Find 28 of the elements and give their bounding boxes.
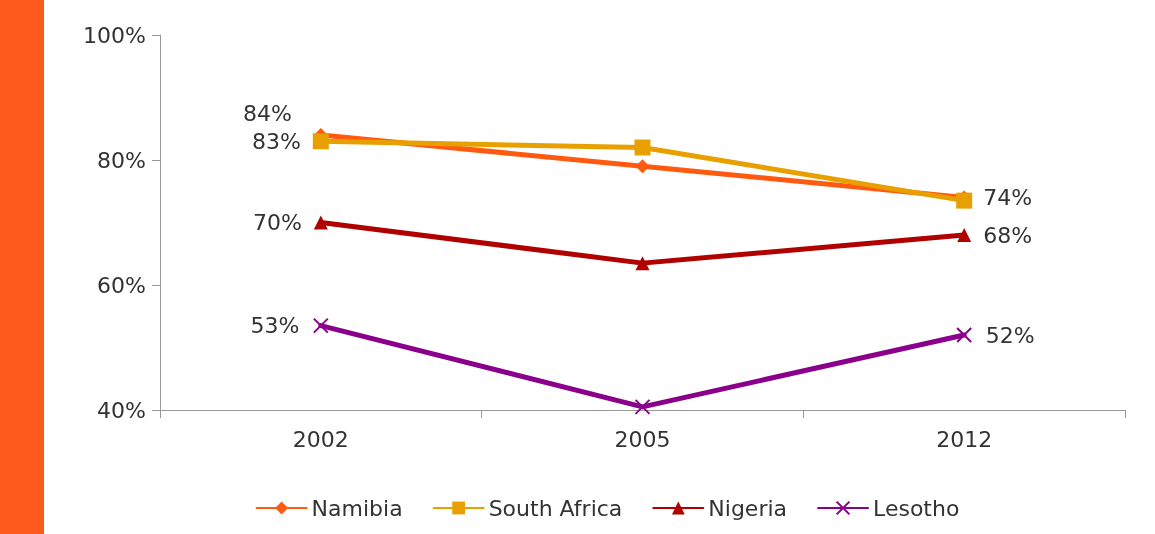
legend-label: Lesotho: [873, 495, 960, 521]
point: [312, 133, 329, 150]
data-label: 53%: [250, 313, 300, 339]
data-label: 74%: [983, 185, 1033, 210]
legend-label: South Africa: [488, 495, 623, 521]
point: [956, 192, 973, 209]
point: [635, 256, 650, 271]
point: [634, 139, 651, 156]
point: [634, 398, 651, 415]
point: [313, 215, 328, 230]
x-tick-label: 2012: [936, 426, 993, 452]
legend-label: Namibia: [311, 495, 403, 521]
x-tick-label: 2005: [614, 426, 671, 452]
x-tick-label: 2002: [292, 426, 349, 452]
legend-label: Nigeria: [708, 495, 788, 521]
y-tick-label: 40%: [97, 397, 146, 423]
y-tick-label: 60%: [97, 272, 146, 298]
data-label: 52%: [985, 322, 1035, 348]
y-tick-label: 100%: [83, 22, 146, 48]
point: [635, 159, 650, 174]
data-label: 70%: [252, 210, 302, 235]
y-tick-label: 80%: [97, 147, 146, 173]
data-label: 84%: [242, 100, 292, 126]
point: [956, 327, 973, 343]
point: [312, 317, 329, 334]
data-label: 68%: [983, 222, 1033, 248]
point: [957, 228, 972, 242]
data-label: 83%: [251, 128, 301, 154]
